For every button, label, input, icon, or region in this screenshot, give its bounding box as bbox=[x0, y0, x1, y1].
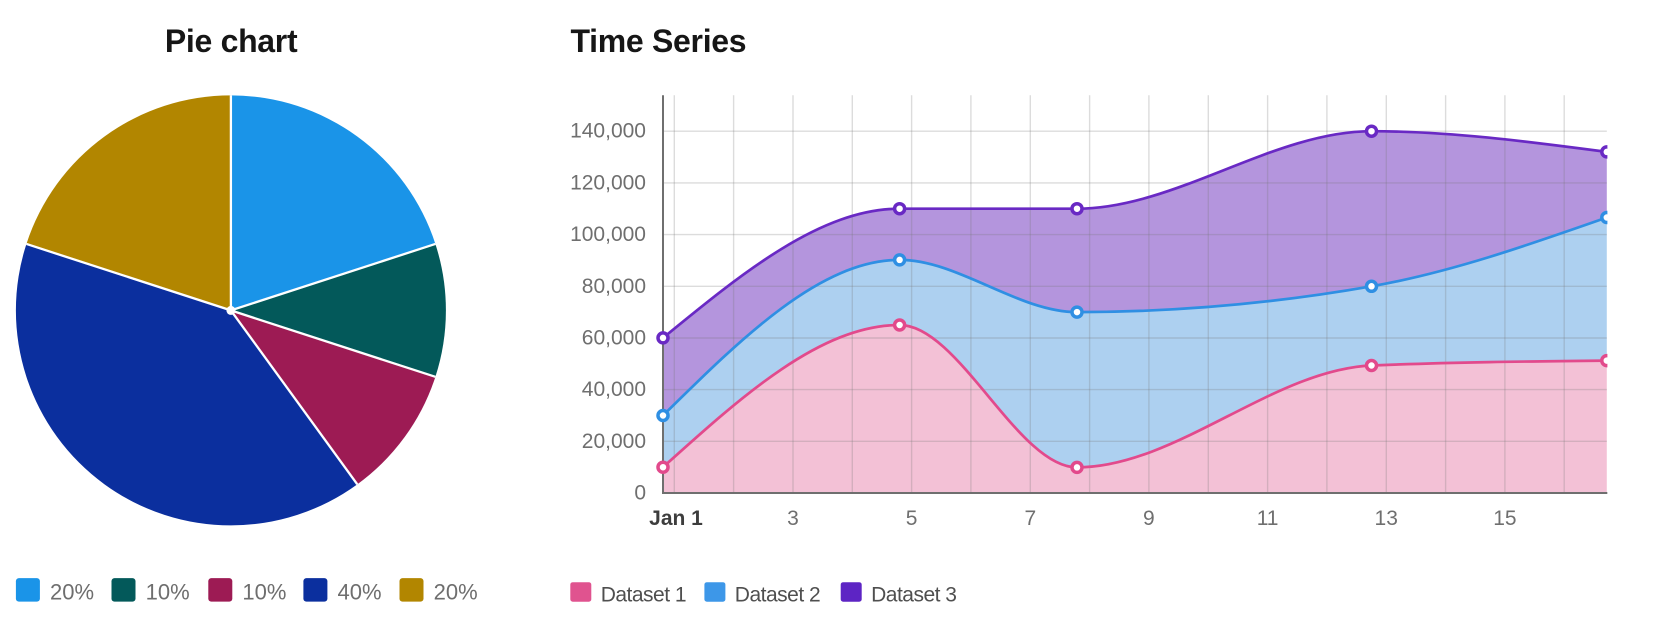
svg-text:13: 13 bbox=[1375, 507, 1398, 530]
svg-text:20,000: 20,000 bbox=[582, 430, 646, 453]
svg-text:10%: 10% bbox=[242, 580, 286, 605]
svg-text:120,000: 120,000 bbox=[570, 171, 646, 194]
svg-text:11: 11 bbox=[1257, 507, 1279, 530]
svg-text:40%: 40% bbox=[338, 580, 382, 605]
svg-text:Dataset 2: Dataset 2 bbox=[735, 583, 820, 606]
svg-text:80,000: 80,000 bbox=[582, 275, 646, 298]
svg-text:7: 7 bbox=[1024, 507, 1036, 530]
svg-text:10%: 10% bbox=[146, 580, 190, 605]
svg-text:60,000: 60,000 bbox=[582, 327, 646, 350]
svg-text:20%: 20% bbox=[50, 580, 94, 605]
svg-text:Time Series: Time Series bbox=[571, 23, 747, 59]
svg-text:40,000: 40,000 bbox=[582, 378, 646, 401]
svg-text:140,000: 140,000 bbox=[570, 120, 646, 143]
svg-text:20%: 20% bbox=[434, 580, 478, 605]
svg-text:Dataset 1: Dataset 1 bbox=[601, 583, 686, 606]
svg-text:100,000: 100,000 bbox=[570, 223, 646, 246]
svg-text:5: 5 bbox=[906, 507, 918, 530]
svg-text:Dataset 3: Dataset 3 bbox=[871, 583, 956, 606]
svg-text:Jan 1: Jan 1 bbox=[649, 507, 703, 530]
svg-text:9: 9 bbox=[1143, 507, 1155, 530]
svg-text:Pie chart: Pie chart bbox=[165, 23, 298, 59]
svg-text:15: 15 bbox=[1493, 507, 1516, 530]
svg-text:0: 0 bbox=[634, 482, 646, 505]
svg-text:3: 3 bbox=[787, 507, 799, 530]
